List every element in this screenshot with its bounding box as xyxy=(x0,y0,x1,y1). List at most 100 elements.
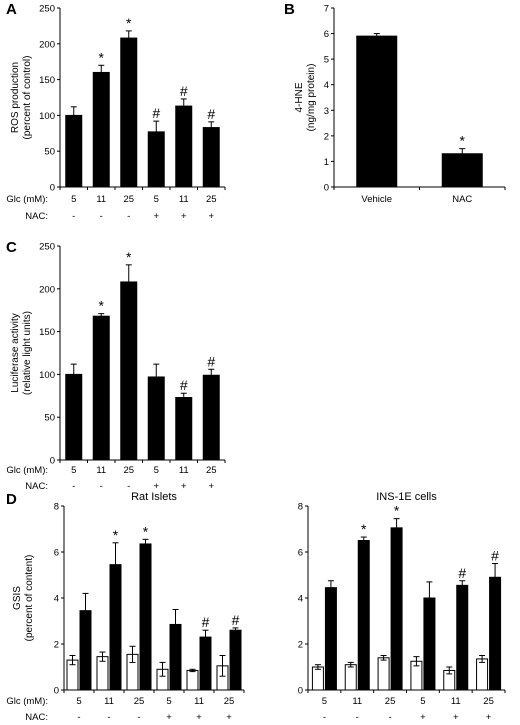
y-tick-label: 0 xyxy=(324,183,329,194)
bar xyxy=(202,127,220,188)
bar xyxy=(65,114,83,188)
x-tick-label: 25 xyxy=(483,696,494,707)
y-tick-label: 150 xyxy=(39,75,55,86)
y-tick-label: 250 xyxy=(39,242,55,253)
x-tick-label: - xyxy=(77,712,80,723)
x-tick-label: + xyxy=(420,712,426,723)
bar xyxy=(120,281,138,461)
bar xyxy=(390,527,403,691)
y-tick-label: 7 xyxy=(324,4,329,15)
y-tick-label: 100 xyxy=(39,111,55,122)
y-tick-label: 2 xyxy=(54,640,59,651)
significance-mark: * xyxy=(99,49,105,65)
x-tick-label: - xyxy=(72,211,75,222)
chart-5: INS-1E cells 0 2 4 6 8 * * # #5 11 25 5 11 25 - - - + + + xyxy=(298,491,506,723)
bar xyxy=(120,37,138,188)
y-tick-label: 0 xyxy=(50,183,55,194)
bar xyxy=(92,71,110,188)
significance-mark: * xyxy=(460,133,466,149)
x-tick-label: + xyxy=(153,481,159,492)
y-axis-label-line: (percent of control) xyxy=(22,56,33,140)
y-tick-label: 1 xyxy=(324,157,329,168)
x-tick-label: 25 xyxy=(123,465,134,476)
x-tick-label: 5 xyxy=(154,194,159,205)
y-tick-label: 250 xyxy=(39,4,55,15)
y-axis-label-line: GSIS xyxy=(12,586,23,610)
x-tick-label: 25 xyxy=(134,696,145,707)
y-tick-label: 0 xyxy=(54,686,59,697)
bar xyxy=(139,543,152,691)
bar xyxy=(175,397,193,461)
y-tick-label: 0 xyxy=(298,686,303,697)
x-tick-label: + xyxy=(196,712,202,723)
y-tick-label: 8 xyxy=(54,502,59,513)
x-tick-label: Vehicle xyxy=(361,194,392,205)
y-tick-label: 6 xyxy=(324,29,329,40)
bar xyxy=(92,315,110,461)
significance-mark: * xyxy=(126,15,132,31)
row-label: Glc (mM): xyxy=(6,696,48,707)
chart-2: B 4-HNE (ng/mg protein) 0 1 2 3 4 5 6 7 * Vehicle NAC xyxy=(284,1,506,205)
bar xyxy=(311,666,324,691)
y-axis-label: ROS production (percent of control) xyxy=(10,56,33,140)
bar xyxy=(356,35,398,188)
bar xyxy=(229,629,242,691)
x-tick-label: + xyxy=(226,712,232,723)
significance-mark: * xyxy=(361,521,367,537)
significance-mark: # xyxy=(207,106,215,122)
y-tick-label: 6 xyxy=(54,548,59,559)
x-tick-label: 25 xyxy=(206,465,217,476)
x-tick-label: + xyxy=(181,481,187,492)
bar xyxy=(489,576,502,691)
x-tick-label: - xyxy=(323,712,326,723)
y-tick-label: 4 xyxy=(54,594,59,605)
x-tick-label: 11 xyxy=(194,696,204,707)
chart-4: D Rat Islets GSIS (percent of content) 0 2 4 6 8… xyxy=(6,491,245,723)
row-label: Glc (mM): xyxy=(6,194,48,205)
x-tick-label: - xyxy=(127,211,130,222)
x-tick-label: - xyxy=(72,481,75,492)
bar xyxy=(357,540,370,691)
x-tick-label: 5 xyxy=(76,696,81,707)
significance-mark: * xyxy=(99,298,105,314)
y-tick-label: 2 xyxy=(324,131,329,142)
y-axis-label: 4-HNE (ng/mg protein) xyxy=(294,64,317,132)
bar xyxy=(202,374,220,461)
bar xyxy=(199,636,212,691)
y-axis-label-line: Luciferase activity xyxy=(10,313,21,392)
x-tick-label: 11 xyxy=(96,194,106,205)
y-tick-label: 5 xyxy=(324,55,329,66)
significance-mark: * xyxy=(143,523,149,539)
y-tick-label: 6 xyxy=(298,548,303,559)
x-tick-label: + xyxy=(486,712,492,723)
y-axis-label-line: ROS production xyxy=(10,62,21,133)
y-tick-label: 4 xyxy=(298,594,303,605)
x-tick-label: - xyxy=(127,481,130,492)
x-tick-label: - xyxy=(388,712,391,723)
x-tick-label: 25 xyxy=(206,194,217,205)
x-tick-label: 11 xyxy=(179,465,189,476)
significance-mark: # xyxy=(458,565,466,581)
significance-mark: * xyxy=(394,503,400,519)
chart-3: C Luciferase activity (relative light unit… xyxy=(6,239,226,492)
row-label: NAC: xyxy=(25,481,48,492)
x-tick-label: + xyxy=(181,211,187,222)
x-tick-label: NAC xyxy=(452,194,472,205)
x-tick-label: + xyxy=(166,712,172,723)
y-tick-label: 200 xyxy=(39,284,55,295)
panel-letter: D xyxy=(6,491,17,508)
bar xyxy=(441,153,483,188)
bar xyxy=(65,373,83,461)
row-label: NAC: xyxy=(25,712,48,723)
y-tick-label: 50 xyxy=(44,147,55,158)
x-tick-label: 11 xyxy=(96,465,106,476)
panel-letter: C xyxy=(6,239,17,256)
y-axis-label: GSIS (percent of content) xyxy=(12,555,35,642)
y-axis-label-line: (percent of content) xyxy=(24,555,35,642)
y-tick-label: 200 xyxy=(39,39,55,50)
bar xyxy=(324,587,337,691)
x-tick-label: 25 xyxy=(385,696,396,707)
x-tick-label: - xyxy=(356,712,359,723)
y-tick-label: 100 xyxy=(39,370,55,381)
x-tick-label: + xyxy=(208,481,214,492)
